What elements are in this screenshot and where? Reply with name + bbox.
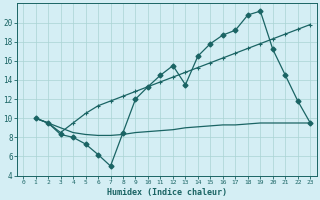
X-axis label: Humidex (Indice chaleur): Humidex (Indice chaleur) [107, 188, 227, 197]
